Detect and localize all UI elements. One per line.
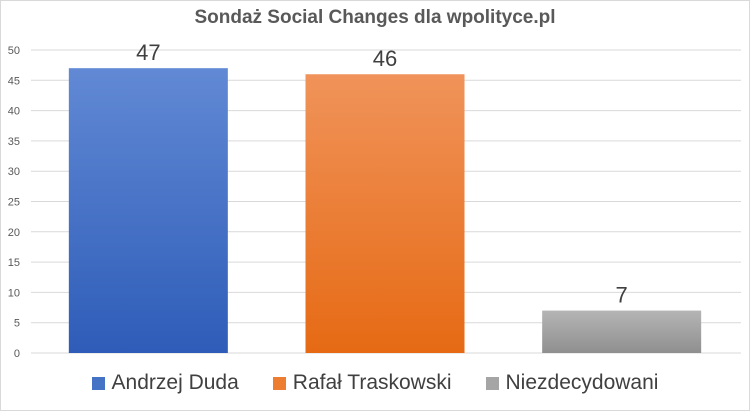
y-tick-label: 10	[8, 287, 20, 299]
y-tick-label: 25	[8, 197, 20, 209]
legend-label: Andrzej Duda	[111, 371, 239, 394]
legend-label: Niezdecydowani	[505, 371, 659, 394]
y-tick-label: 15	[8, 257, 20, 269]
bar-2	[305, 74, 465, 354]
data-label: 47	[136, 40, 160, 65]
legend-item: Andrzej Duda	[91, 371, 239, 395]
legend-swatch	[91, 376, 105, 390]
data-label: 7	[616, 283, 628, 308]
y-tick-label: 40	[8, 106, 20, 118]
y-tick-label: 5	[14, 318, 20, 330]
legend-label: Rafał Traskowski	[292, 371, 452, 394]
data-label: 46	[373, 46, 397, 71]
legend-swatch	[485, 376, 499, 390]
y-tick-label: 45	[8, 75, 20, 87]
chart-title: Sondaż Social Changes dla wpolityce.pl	[194, 7, 556, 28]
legend: Andrzej Duda Rafał Traskowski Niezdecydowa…	[1, 371, 749, 395]
y-tick-label: 0	[14, 348, 20, 360]
y-tick-label: 50	[8, 45, 20, 57]
y-tick-label: 30	[8, 166, 20, 178]
bar-chart: 0 5 10 15 20 25 30 35 40 45 50 47 46 7	[8, 40, 741, 360]
legend-item: Rafał Traskowski	[272, 371, 452, 395]
bar-1	[68, 68, 228, 354]
legend-item: Niezdecydowani	[485, 371, 659, 395]
y-tick-label: 20	[8, 227, 20, 239]
bar-3	[542, 310, 702, 353]
legend-swatch	[272, 376, 286, 390]
y-tick-label: 35	[8, 136, 20, 148]
